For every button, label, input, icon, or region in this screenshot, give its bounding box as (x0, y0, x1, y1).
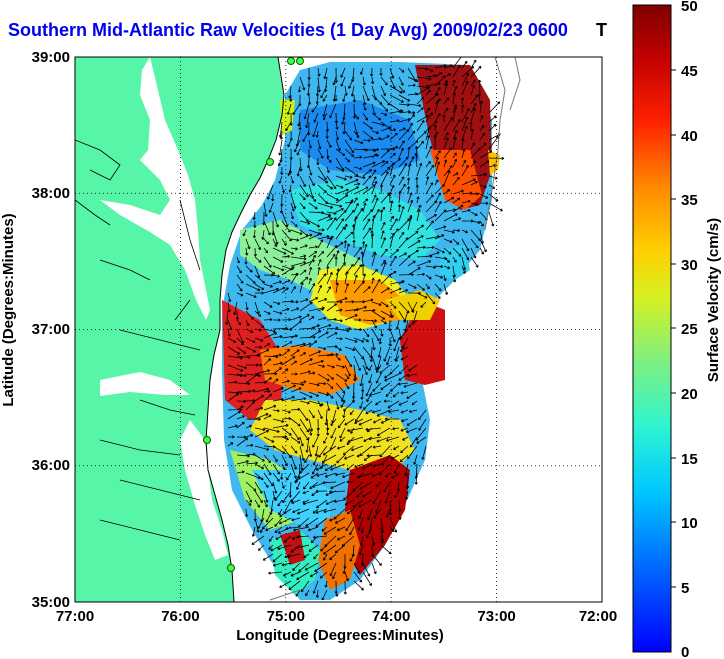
isobath-line (269, 589, 301, 601)
coastline (75, 139, 201, 541)
colorbar-tick-label: 35 (681, 192, 698, 209)
coastline-outer (205, 57, 285, 602)
velocity-field (222, 62, 500, 600)
y-axis-label: Latitude (Degrees:Minutes) (0, 213, 17, 406)
x-axis-label: Longitude (Degrees:Minutes) (236, 627, 444, 644)
isobath-line (509, 57, 521, 111)
colorbar-tick-label: 0 (681, 644, 689, 659)
velocity-vector (225, 57, 505, 601)
station-markers (203, 57, 304, 572)
colorbar-tick-label: 40 (681, 128, 698, 145)
x-tick-label: 74:00 (372, 608, 410, 625)
y-tick-labels: 39:00 38:00 37:00 36:00 35:00 (32, 49, 70, 611)
colorbar-tick-label: 20 (681, 386, 698, 403)
colorbar-ticks: 50 45 40 35 30 25 20 15 10 5 0 (681, 0, 698, 659)
grid-lines (75, 57, 602, 602)
map-title-suffix: T (596, 20, 607, 40)
x-tick-labels: 77:00 76:00 75:00 74:00 73:00 72:00 (56, 608, 617, 625)
sound-water (180, 420, 228, 560)
x-tick-label: 73:00 (477, 608, 515, 625)
x-tick-label: 76:00 (161, 608, 199, 625)
y-tick-label: 38:00 (32, 185, 70, 202)
isobath-line (484, 57, 506, 231)
x-tick-label: 77:00 (56, 608, 94, 625)
colorbar-tick-label: 50 (681, 0, 698, 15)
colorbar-tick-label: 5 (681, 580, 689, 597)
y-tick-label: 39:00 (32, 49, 70, 66)
colorbar-tick-label: 30 (681, 257, 698, 274)
y-tick-label: 37:00 (32, 321, 70, 338)
river-water (100, 372, 190, 396)
x-tick-label: 75:00 (267, 608, 305, 625)
colorbar-tick-label: 15 (681, 451, 698, 468)
y-tick-label: 36:00 (32, 457, 70, 474)
map-title: Southern Mid-Atlantic Raw Velocities (1 … (8, 20, 568, 40)
colorbar-label: Surface Velocity (cm/s) (705, 218, 722, 382)
velocity-arrows (225, 57, 505, 601)
colorbar-tick-label: 25 (681, 321, 698, 338)
x-tick-label: 72:00 (579, 608, 617, 625)
colorbar (632, 4, 672, 653)
plot-frame (74, 56, 603, 603)
colorbar-tick-label: 45 (681, 63, 698, 80)
chesapeake-bay (100, 57, 210, 320)
y-tick-label: 35:00 (32, 594, 70, 611)
colorbar-tick-marks (671, 69, 676, 588)
colorbar-tick-label: 10 (681, 515, 698, 532)
